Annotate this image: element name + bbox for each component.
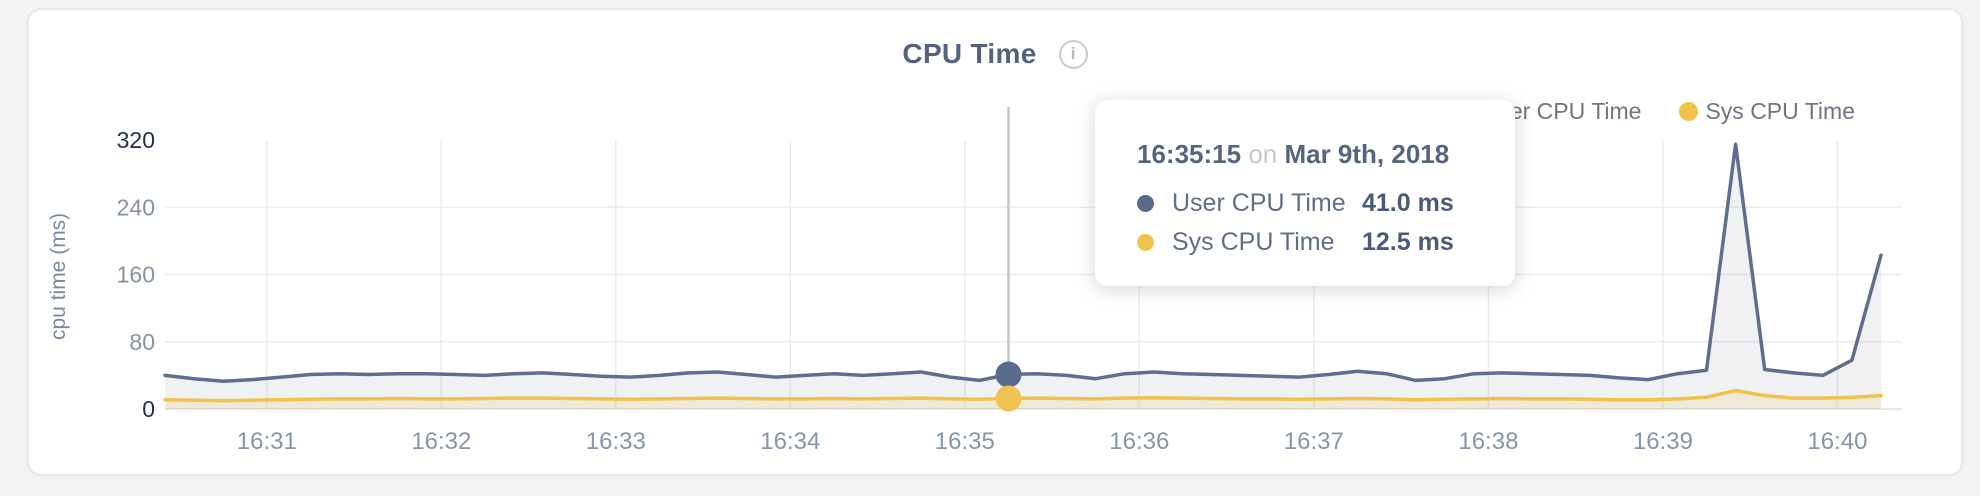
y-tick-label: 0 bbox=[142, 396, 155, 422]
x-tick-label: 16:40 bbox=[1807, 428, 1867, 455]
chart-card: CPU Time i User CPU Time Sys CPU Time cp… bbox=[27, 8, 1963, 476]
legend-item-sys[interactable]: Sys CPU Time bbox=[1679, 98, 1855, 125]
tooltip-time: 16:35:15 bbox=[1137, 139, 1242, 169]
tooltip-value-sys: 12.5 ms bbox=[1362, 228, 1454, 256]
tooltip-connector: on bbox=[1248, 139, 1278, 169]
x-tick-label: 16:35 bbox=[935, 428, 995, 455]
legend-label-sys: Sys CPU Time bbox=[1705, 98, 1855, 124]
tooltip-row-user: User CPU Time 41.0 ms bbox=[1137, 184, 1515, 223]
x-tick-label: 16:33 bbox=[586, 428, 646, 455]
info-icon[interactable]: i bbox=[1058, 39, 1088, 69]
y-tick-label: 320 bbox=[117, 127, 155, 153]
x-tick-label: 16:37 bbox=[1284, 428, 1344, 455]
y-tick-label: 80 bbox=[129, 329, 155, 355]
series-area-0 bbox=[165, 144, 1881, 409]
chart-title: CPU Time bbox=[902, 38, 1037, 69]
legend-dot-sys-icon bbox=[1679, 102, 1699, 121]
tooltip-row-sys: Sys CPU Time 12.5 ms bbox=[1137, 223, 1515, 262]
tooltip-date: Mar 9th, 2018 bbox=[1284, 139, 1450, 169]
chart-tooltip: 16:35:15 on Mar 9th, 2018 User CPU Time … bbox=[1095, 100, 1515, 286]
tooltip-value-user: 41.0 ms bbox=[1362, 189, 1454, 217]
x-tick-label: 16:39 bbox=[1633, 428, 1693, 455]
x-tick-label: 16:32 bbox=[411, 428, 471, 455]
series-line-0 bbox=[163, 142, 1883, 384]
chart-plot[interactable]: 0 80 160 240 320 16:31 16:32 16:33 16:34 16:35 16:… bbox=[29, 10, 1965, 478]
tooltip-dot-sys-icon bbox=[1137, 234, 1154, 251]
x-tick-label: 16:38 bbox=[1458, 428, 1518, 455]
tooltip-label-sys: Sys CPU Time bbox=[1172, 228, 1335, 256]
y-tick-label: 240 bbox=[117, 194, 155, 220]
series-line-1 bbox=[163, 388, 1883, 403]
selected-point-sys[interactable] bbox=[995, 385, 1022, 412]
y-axis-title: cpu time (ms) bbox=[47, 212, 70, 340]
selected-point-user[interactable] bbox=[995, 361, 1022, 388]
x-tick-label: 16:36 bbox=[1109, 428, 1169, 455]
chart-header: CPU Time i bbox=[29, 38, 1961, 70]
y-tick-label: 160 bbox=[117, 262, 155, 288]
x-tick-label: 16:31 bbox=[237, 428, 297, 455]
tooltip-title: 16:35:15 on Mar 9th, 2018 bbox=[1137, 138, 1515, 170]
x-tick-label: 16:34 bbox=[760, 428, 820, 455]
tooltip-label-user: User CPU Time bbox=[1172, 189, 1346, 217]
tooltip-dot-user-icon bbox=[1137, 195, 1154, 212]
chart-legend: User CPU Time Sys CPU Time bbox=[1455, 98, 1855, 125]
